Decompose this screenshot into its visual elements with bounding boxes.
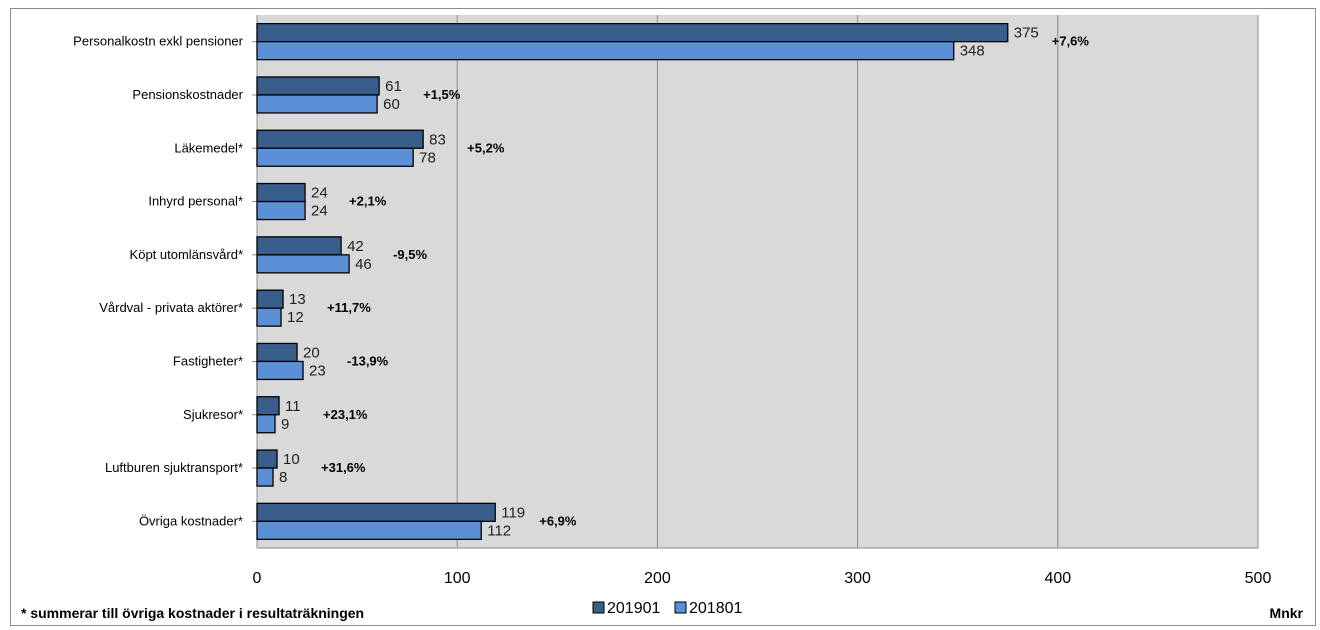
data-label-201901: 13 (289, 291, 306, 308)
legend-label-201901: 201901 (607, 600, 660, 617)
bar-201901 (256, 449, 278, 469)
category-label: Sjukresor* (183, 407, 243, 422)
change-label: +23,1% (323, 407, 368, 422)
x-tick-label: 500 (1245, 570, 1272, 587)
data-label-201901: 42 (347, 238, 364, 255)
category-label: Luftburen sjuktransport* (105, 460, 243, 475)
data-label-201801: 24 (311, 203, 328, 220)
change-label: +1,5% (423, 87, 461, 102)
data-label-201801: 8 (279, 469, 287, 486)
unit-label: Mnkr (1270, 605, 1304, 621)
data-label-201801: 78 (419, 149, 436, 166)
chart-frame: 0 100 200 300 400 500 Personalkostn exkl pensi… (10, 8, 1316, 626)
bar-201901 (256, 236, 342, 256)
bar-201901 (256, 396, 280, 416)
change-label: +7,6% (1052, 34, 1090, 49)
bar-201801 (256, 200, 306, 221)
legend-label-201801: 201801 (689, 600, 742, 617)
category-label: Läkemedel* (174, 140, 243, 155)
bar-201801 (256, 520, 482, 540)
data-label-201901: 24 (311, 185, 328, 202)
bar-201801 (256, 307, 282, 327)
change-label: -13,9% (347, 353, 389, 368)
legend-swatch-201901 (592, 601, 605, 614)
bar-201801 (256, 467, 274, 487)
data-label-201901: 11 (285, 398, 301, 415)
change-label: +31,6% (321, 460, 366, 475)
bar-201801 (256, 414, 276, 434)
data-label-201801: 46 (355, 256, 372, 273)
bar-201901 (256, 182, 306, 203)
footnote: * summerar till övriga kostnader i resul… (21, 605, 364, 621)
category-label: Inhyrd personal* (148, 194, 243, 209)
bar-201801 (256, 360, 304, 381)
bar-201901 (256, 342, 298, 363)
plot-area (257, 15, 1258, 548)
bar-chart: 0 100 200 300 400 500 Personalkostn exkl pensi… (21, 15, 1304, 621)
category-label: Fastigheter* (173, 353, 243, 368)
data-label-201901: 61 (385, 78, 402, 95)
bar-201801 (256, 41, 955, 61)
data-label-201801: 23 (309, 362, 326, 379)
data-label-201901: 119 (501, 504, 525, 521)
bar-201801 (256, 254, 350, 274)
bar-201901 (256, 76, 380, 96)
bar-201901 (256, 129, 424, 149)
data-label-201901: 83 (429, 131, 446, 148)
change-label: +2,1% (349, 194, 387, 209)
data-label-201801: 9 (281, 416, 289, 433)
category-label: Vårdval - privata aktörer* (99, 300, 243, 315)
x-tick-label: 100 (444, 570, 471, 587)
change-label: -9,5% (393, 247, 427, 262)
bar-201801 (256, 94, 378, 114)
x-tick-label: 400 (1044, 570, 1071, 587)
bar-201901 (256, 22, 1009, 43)
change-label: +11,7% (327, 300, 371, 315)
data-label-201801: 348 (960, 43, 985, 60)
data-label-201901: 20 (303, 344, 320, 361)
x-tick-label: 200 (644, 570, 671, 587)
bar-201801 (256, 147, 414, 167)
data-label-201901: 10 (283, 451, 300, 468)
category-label: Köpt utomlänsvård* (130, 247, 243, 262)
category-label: Pensionskostnader (132, 87, 243, 102)
legend-swatch-201801 (674, 601, 687, 614)
data-label-201801: 12 (287, 309, 304, 326)
bar-201901 (256, 502, 496, 523)
change-label: +5,2% (467, 140, 505, 155)
data-label-201801: 112 (487, 522, 511, 539)
x-tick-label: 0 (253, 570, 262, 587)
data-label-201801: 60 (383, 96, 400, 113)
category-label: Övriga kostnader* (139, 513, 243, 528)
bar-201901 (256, 289, 284, 309)
change-label: +6,9% (539, 513, 577, 528)
x-tick-label: 300 (844, 570, 871, 587)
data-label-201901: 375 (1014, 25, 1039, 42)
category-label: Personalkostn exkl pensioner (73, 34, 243, 49)
